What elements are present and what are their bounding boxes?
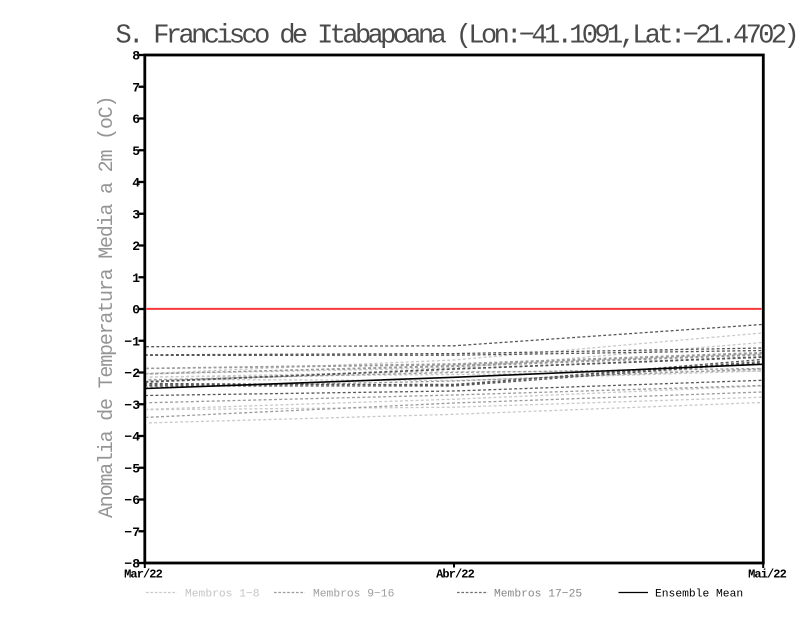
svg-text:Membros 1−8: Membros 1−8 [185, 589, 260, 601]
svg-text:8: 8 [132, 49, 140, 64]
svg-text:Membros 17−25: Membros 17−25 [494, 589, 582, 601]
svg-text:−7: −7 [124, 525, 140, 540]
svg-text:−2: −2 [124, 366, 140, 381]
svg-text:−4: −4 [124, 430, 140, 445]
svg-text:4: 4 [132, 176, 140, 191]
svg-text:Mai/22: Mai/22 [748, 568, 787, 582]
svg-text:2: 2 [132, 239, 140, 254]
svg-text:Ensemble Mean: Ensemble Mean [655, 589, 743, 601]
svg-text:−8: −8 [124, 557, 140, 572]
svg-text:0: 0 [132, 303, 140, 318]
svg-text:1: 1 [132, 271, 140, 286]
svg-text:7: 7 [132, 80, 140, 95]
svg-text:−1: −1 [124, 334, 140, 349]
svg-text:−6: −6 [124, 493, 140, 508]
svg-text:6: 6 [132, 112, 140, 127]
svg-text:Anomalia de Temperatura Media: Anomalia de Temperatura Media a 2m (oC) [96, 97, 119, 518]
svg-text:5: 5 [132, 144, 140, 159]
svg-text:3: 3 [132, 207, 140, 222]
svg-text:Mar/22: Mar/22 [124, 568, 163, 582]
svg-text:−5: −5 [124, 461, 140, 476]
svg-text:−3: −3 [124, 398, 140, 413]
svg-text:S. Francisco de Itabapoana (Lo: S. Francisco de Itabapoana (Lon:−41.1091… [116, 22, 797, 52]
svg-text:Abr/22: Abr/22 [436, 568, 475, 582]
svg-text:Membros 9−16: Membros 9−16 [313, 589, 395, 601]
